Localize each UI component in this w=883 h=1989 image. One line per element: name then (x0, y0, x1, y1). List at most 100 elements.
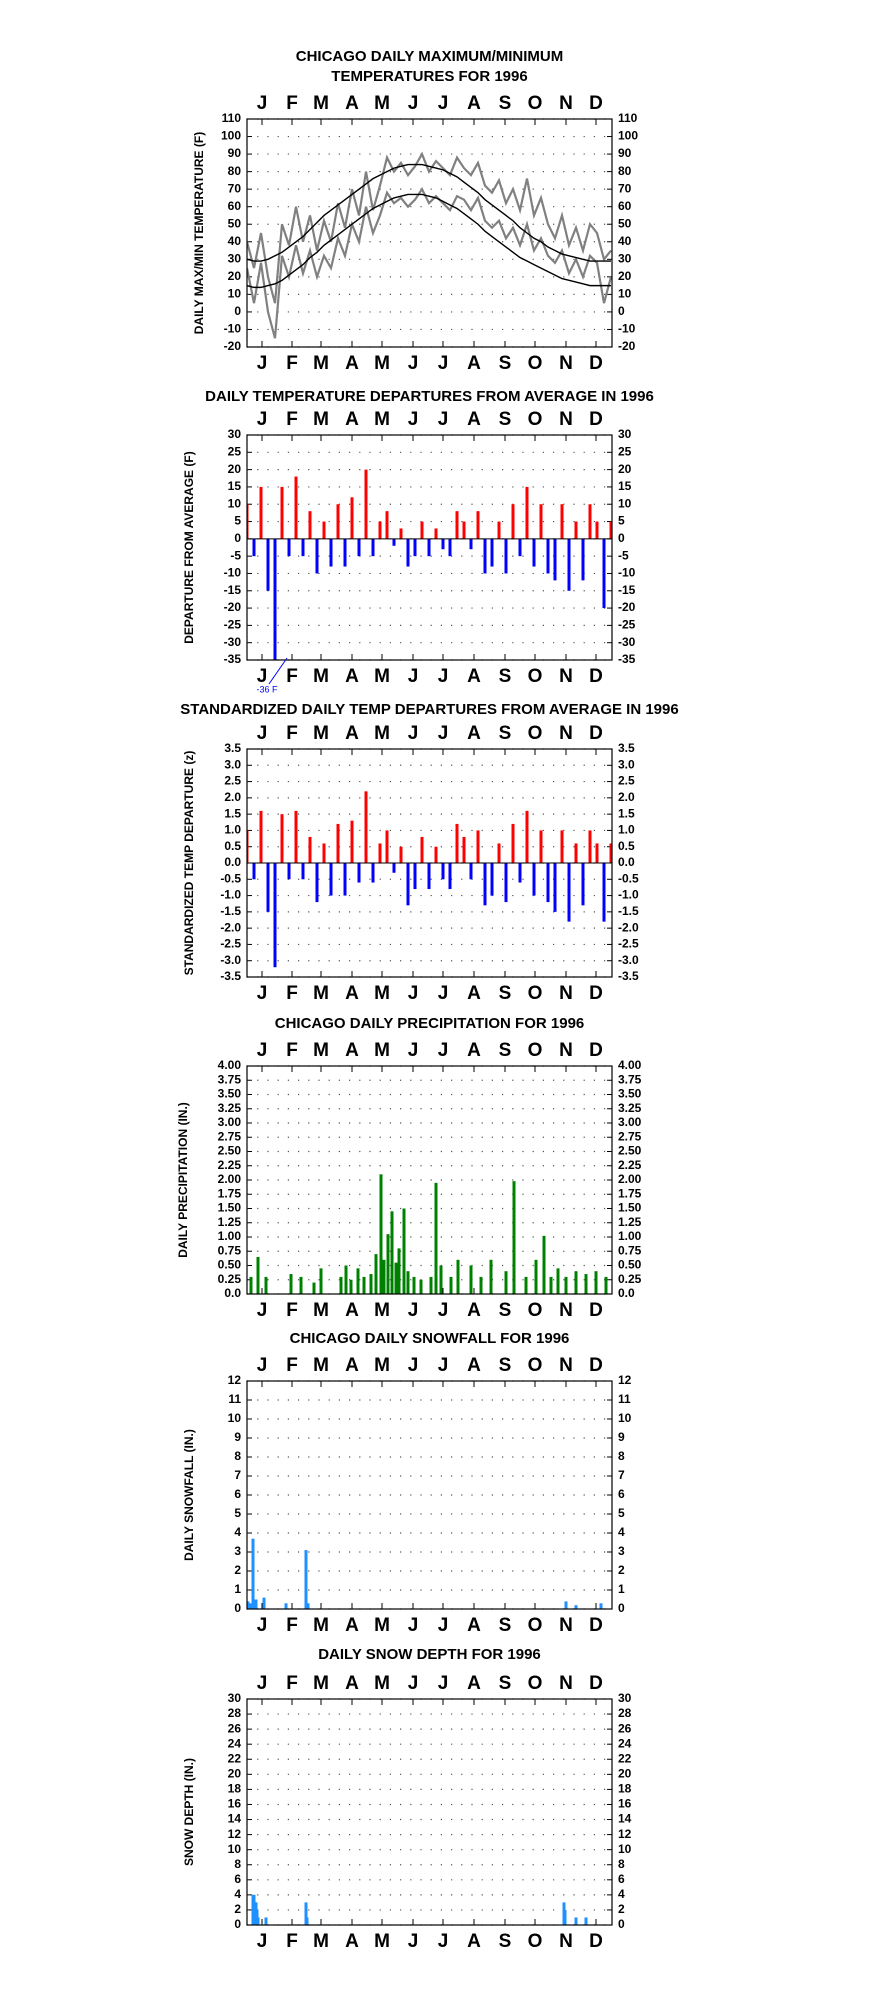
bar (406, 863, 410, 906)
x-tick-label: F (286, 723, 298, 744)
y2-tick-label: 0.75 (618, 1243, 642, 1257)
y2-tick-label: 100 (618, 129, 638, 143)
bar (402, 1208, 406, 1294)
bar (427, 863, 431, 890)
bar (364, 791, 368, 863)
y-tick-label: 3.25 (218, 1101, 242, 1115)
y-tick-label: 28 (228, 1706, 242, 1720)
y-tick-label: 8 (234, 1449, 241, 1463)
bar (479, 1276, 483, 1294)
x-tick-label-bottom: F (286, 1300, 298, 1321)
x-tick-label: S (499, 1355, 512, 1376)
x-tick-label-bottom: O (528, 1931, 543, 1952)
y2-tick-label: 0 (618, 1917, 625, 1931)
x-tick-label-bottom: O (528, 1615, 543, 1636)
y-tick-label: 12 (228, 1827, 242, 1841)
bar (524, 1276, 528, 1294)
bar (379, 1174, 383, 1294)
x-tick-label-bottom: N (559, 666, 573, 687)
bar (599, 1603, 603, 1609)
x-tick-label-bottom: J (408, 1615, 419, 1636)
bar (567, 863, 571, 922)
bar (264, 1917, 268, 1925)
y2-tick-label: -10 (618, 322, 636, 336)
bar (504, 863, 508, 903)
bar (434, 846, 438, 863)
y-tick-label: 3.50 (218, 1087, 242, 1101)
y-axis-label: DAILY SNOWFALL (IN.) (182, 1429, 196, 1561)
chart-title: CHICAGO DAILY SNOWFALL FOR 1996 (290, 1330, 570, 1347)
bar (406, 538, 410, 567)
y2-tick-label: 1.00 (618, 1229, 642, 1243)
bar (483, 863, 487, 906)
y2-tick-label: 90 (618, 146, 632, 160)
x-tick-label-bottom: A (467, 1931, 481, 1952)
chart-title: TEMPERATURES FOR 1996 (331, 68, 527, 85)
chart-title: CHICAGO DAILY MAXIMUM/MINIMUM (296, 48, 564, 65)
y-axis-label: STANDARDIZED TEMP DEPARTURE (z) (182, 751, 196, 976)
x-tick-label: J (438, 409, 449, 430)
y-tick-label: 18 (228, 1782, 242, 1796)
x-tick-label: O (528, 723, 543, 744)
x-tick-label: M (374, 723, 390, 744)
x-tick-label: M (374, 409, 390, 430)
x-tick-label-bottom: D (589, 1931, 603, 1952)
bar (329, 538, 333, 567)
y2-tick-label: -20 (618, 339, 636, 353)
x-tick-label: D (589, 1355, 603, 1376)
y-tick-label: 2.0 (224, 790, 241, 804)
bar (434, 528, 438, 539)
x-tick-label-bottom: N (559, 1300, 573, 1321)
x-tick-label-bottom: A (345, 666, 359, 687)
y-tick-label: 10 (228, 1411, 242, 1425)
y-tick-label: -3.5 (220, 969, 241, 983)
y2-tick-label: 3.75 (618, 1072, 642, 1086)
bar (564, 1601, 568, 1609)
bar (247, 830, 249, 863)
y-tick-label: 16 (228, 1797, 242, 1811)
bar (385, 830, 389, 863)
y2-tick-label: -5 (618, 548, 629, 562)
x-tick-label-bottom: J (438, 666, 449, 687)
y-tick-label: 0.25 (218, 1272, 242, 1286)
x-tick-label-bottom: S (499, 1300, 512, 1321)
y2-tick-label: 0 (618, 304, 625, 318)
bar (448, 538, 452, 557)
x-tick-label-bottom: M (313, 1931, 329, 1952)
bar (287, 538, 291, 557)
y2-tick-label: 70 (618, 181, 632, 195)
y-tick-label: 60 (228, 199, 242, 213)
bar (397, 1248, 401, 1294)
bar (322, 521, 326, 539)
x-tick-label-bottom: N (559, 983, 573, 1004)
y2-tick-label: 3 (618, 1544, 625, 1558)
bar (439, 1265, 443, 1294)
y2-tick-label: 5 (618, 514, 625, 528)
y2-tick-label: 1.25 (618, 1215, 642, 1229)
x-tick-label-bottom: J (438, 1615, 449, 1636)
bar (525, 810, 529, 863)
y-tick-label: -35 (224, 652, 242, 666)
x-tick-label: M (374, 93, 390, 114)
bar (287, 863, 291, 880)
bar (574, 843, 578, 863)
y-tick-label: 20 (228, 269, 242, 283)
x-tick-label-bottom: A (345, 353, 359, 374)
y-tick-label: 1.50 (218, 1201, 242, 1215)
bar (512, 1181, 516, 1294)
x-tick-label: F (286, 409, 298, 430)
bar (294, 476, 298, 539)
y2-tick-label: -25 (618, 618, 636, 632)
x-tick-label: A (345, 1673, 359, 1694)
bar (374, 1254, 378, 1294)
plot-marks (247, 1538, 603, 1609)
x-tick-label-bottom: S (499, 1931, 512, 1952)
y-tick-label: 3.75 (218, 1072, 242, 1086)
y-tick-label: 24 (228, 1736, 242, 1750)
bar (546, 538, 550, 574)
y2-tick-label: 30 (618, 251, 632, 265)
bar (456, 1259, 460, 1294)
x-tick-label-bottom: J (257, 1300, 268, 1321)
bar (259, 486, 263, 539)
bar (581, 863, 585, 906)
